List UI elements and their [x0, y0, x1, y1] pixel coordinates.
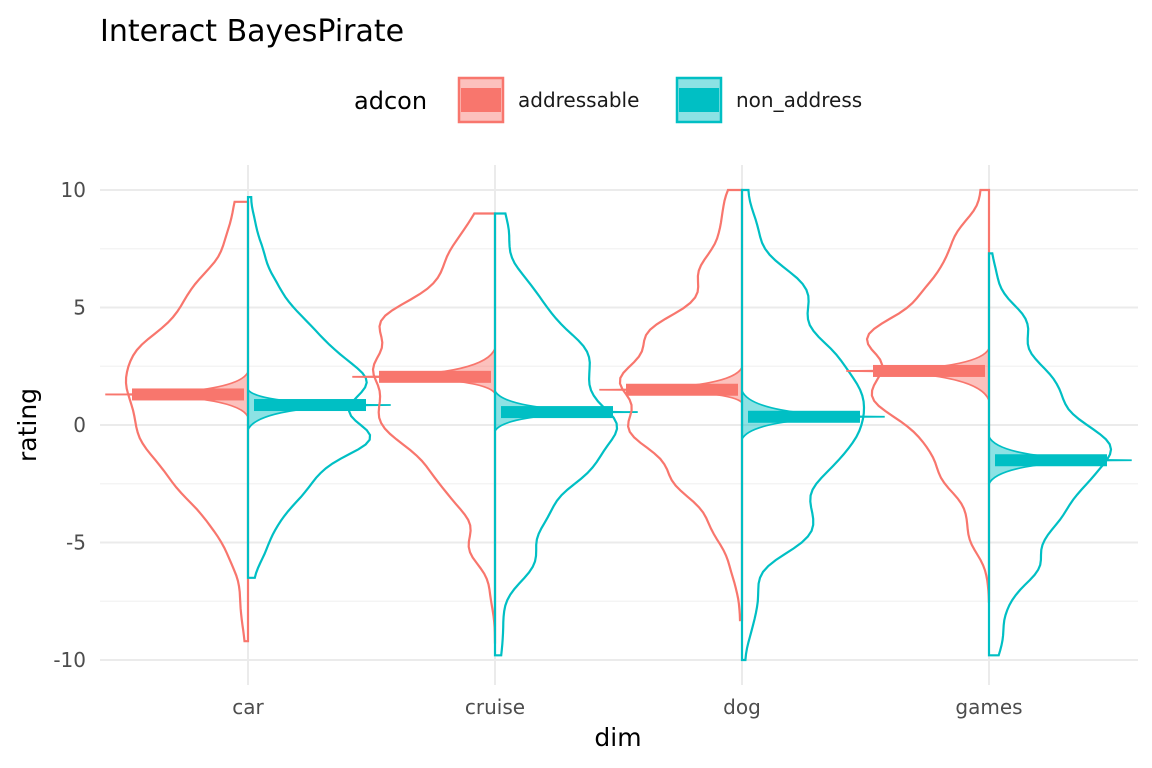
legend-title: adcon [354, 87, 427, 115]
legend-item-addressable: addressable [459, 78, 639, 122]
grid [100, 165, 1138, 685]
y-axis-title: rating [13, 388, 42, 462]
x-tick-label-dog: dog [723, 695, 761, 719]
legend-key-bar-non-address [679, 88, 719, 112]
mean-bar-addressable-dog [626, 384, 738, 396]
y-tick-labels: -10 -5 0 5 10 [53, 178, 86, 672]
x-axis-title: dim [594, 723, 641, 752]
y-tick-label: -10 [53, 648, 86, 672]
violin-addressable-dog [620, 190, 742, 620]
violin-addressable-car [126, 202, 248, 641]
mean-bar-non-address-games [995, 454, 1107, 466]
mean-bar-addressable-cruise [379, 371, 491, 383]
y-tick-label: 0 [73, 413, 86, 437]
legend-label-non-address: non_address [736, 88, 862, 112]
violin-addressable-games [867, 190, 989, 601]
y-tick-label: 10 [61, 178, 86, 202]
mean-bar-addressable-games [873, 365, 985, 377]
legend-item-non-address: non_address [677, 78, 862, 122]
violin-non-address-cruise [495, 214, 617, 656]
y-tick-label: -5 [66, 531, 86, 555]
legend: adcon addressable non_address [354, 78, 862, 122]
violin-non-address-car [248, 197, 370, 578]
mean-bar-non-address-cruise [501, 406, 613, 418]
x-tick-label-games: games [955, 695, 1022, 719]
x-tick-labels: car cruise dog games [232, 695, 1022, 719]
legend-label-addressable: addressable [518, 88, 639, 112]
x-tick-label-car: car [232, 695, 264, 719]
mean-bar-non-address-car [254, 399, 366, 411]
mean-bar-non-address-dog [748, 411, 860, 423]
chart-title: Interact BayesPirate [100, 14, 404, 49]
mean-bar-addressable-car [132, 388, 244, 400]
violin-addressable-cruise [373, 214, 495, 644]
x-tick-label-cruise: cruise [465, 695, 525, 719]
legend-key-bar-addressable [461, 88, 501, 112]
y-tick-label: 5 [73, 296, 86, 320]
